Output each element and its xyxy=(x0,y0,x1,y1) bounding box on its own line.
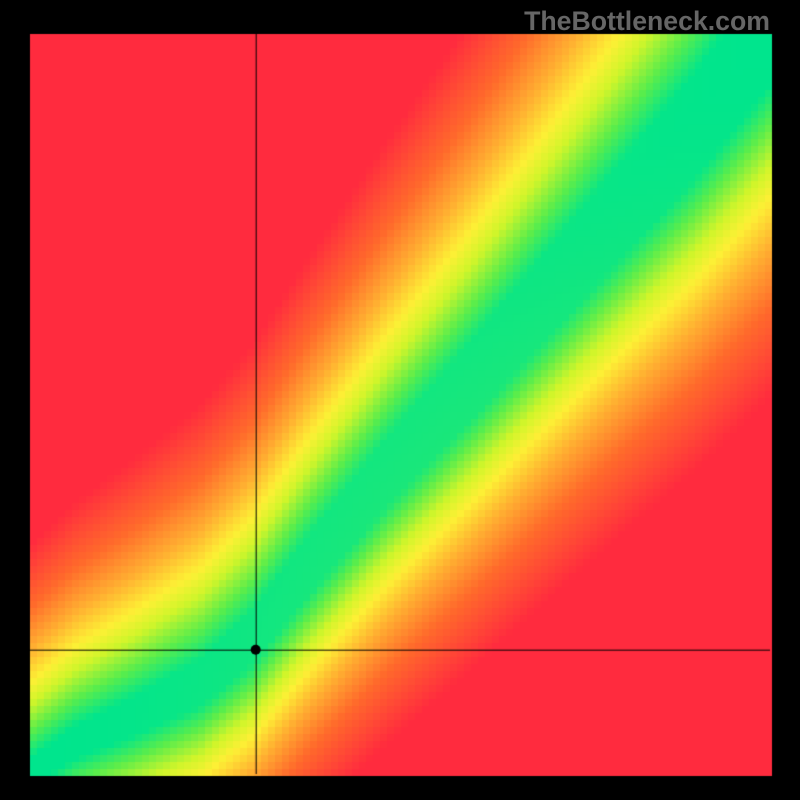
chart-container: TheBottleneck.com xyxy=(0,0,800,800)
bottleneck-heatmap xyxy=(0,0,800,800)
watermark-text: TheBottleneck.com xyxy=(524,6,770,37)
